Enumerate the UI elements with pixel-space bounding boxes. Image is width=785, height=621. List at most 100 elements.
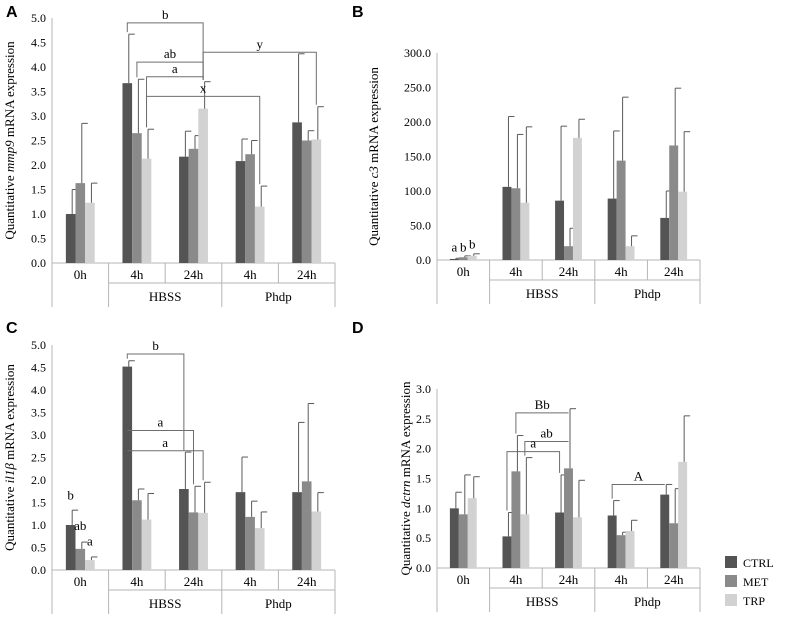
panel-a-ytick-label: 4.5 <box>31 36 46 50</box>
panel-c-significance-label: b <box>152 338 159 353</box>
panel-b-category-label: 24h <box>559 264 579 279</box>
panel-b-group-label: Phdp <box>634 286 661 301</box>
panel-c-category-label: 4h <box>244 574 258 589</box>
panel-b-bar-met <box>669 145 679 260</box>
panel-a-significance-label: y <box>256 36 263 51</box>
panel-b-category-label: 4h <box>615 264 629 279</box>
panel-a-bar-trp <box>311 139 322 263</box>
legend-swatch-trp <box>725 594 737 606</box>
panel-d-ylabel-pre: Quantitative <box>398 508 413 576</box>
panel-c-ylabel: Quantitative il1β mRNA expression <box>2 364 17 551</box>
panel-a-bar-ctrl <box>179 156 189 263</box>
panel-d-significance-bracket <box>524 441 569 456</box>
panel-d-bar-ctrl <box>555 512 565 568</box>
panel-a-ylabel-gene: mmp9 <box>2 140 17 172</box>
panel-b: B 0.0 50.0 100.0 150.0 200.0 250.0 300.0 Quantit… <box>352 4 701 304</box>
panel-a-bar-met <box>132 133 142 263</box>
panel-d-bar-ctrl <box>607 515 617 568</box>
panel-b-bar-ctrl <box>555 200 565 260</box>
panel-b-category-label: 24h <box>664 264 684 279</box>
panel-c-ytick-label: 0.0 <box>31 563 46 577</box>
panel-c-bar-met <box>301 481 312 570</box>
panel-d-category-label: 4h <box>509 572 523 587</box>
panel-a-bar-met <box>188 148 199 263</box>
panel-a-bar-ctrl <box>292 122 302 264</box>
panel-c-ytick-label: 3.5 <box>31 406 46 420</box>
legend-label-trp: TRP <box>743 594 765 608</box>
panel-a-category-label: 4h <box>244 267 258 282</box>
panel-a-significance-bracket <box>146 95 261 185</box>
panel-a-ytick-label: 2.5 <box>31 134 46 148</box>
panel-d-category-label: 24h <box>664 572 684 587</box>
panel-c-category-label: 24h <box>297 574 317 589</box>
panel-a-ytick-label: 0.5 <box>31 232 46 246</box>
panel-b-ytick-label: 150.0 <box>404 150 431 164</box>
panel-d-category-label: 4h <box>615 572 629 587</box>
legend: CTRL MET TRP <box>725 556 774 608</box>
panel-b-bar-ctrl <box>607 198 617 260</box>
panel-a-significance-bracket <box>126 22 204 80</box>
panel-b-ylabel-gene: c3 <box>366 166 381 179</box>
panel-b-ytick-label: 100.0 <box>404 184 431 198</box>
panel-a-category-label: 4h <box>130 267 144 282</box>
panel-b-bar-trp <box>520 202 530 260</box>
panel-d-ytick-label: 0.0 <box>416 561 431 575</box>
panel-c-bar-met <box>245 516 255 570</box>
panel-b-category-label: 4h <box>509 264 523 279</box>
panel-c-ytick-label: 2.5 <box>31 451 46 465</box>
panel-c-bar-letter: a <box>87 533 93 548</box>
panel-c-significance-bracket <box>127 450 204 481</box>
panel-d-bar-ctrl <box>449 508 459 568</box>
panel-d-significance-label: a <box>530 436 536 451</box>
panel-a-bar-ctrl <box>65 214 76 263</box>
panel-d-group-label: Phdp <box>634 594 661 609</box>
panel-a-bar-ctrl <box>235 161 246 263</box>
panel-c-ylabel-pre: Quantitative <box>2 483 17 551</box>
panel-d-ytick-label: 3.0 <box>416 382 431 396</box>
panel-c-bar-met <box>188 512 199 570</box>
panel-b-bar-letter: b <box>460 239 467 254</box>
panel-c-category-label: 24h <box>184 574 204 589</box>
panel-b-bar-ctrl <box>502 186 512 260</box>
panel-a-significance-label: b <box>162 7 169 22</box>
panel-b-bar-trp <box>572 137 582 260</box>
panel-c-bar-trp <box>198 512 208 570</box>
panel-a-significance-label: a <box>172 61 178 76</box>
panel-a-bar-met <box>75 183 86 263</box>
panel-c-ytick-label: 1.5 <box>31 496 46 510</box>
panel-a: A 0.0 0.5 1.0 1.5 2.0 2.5 3.0 3.5 4.0 4.5 5.0 Quanti… <box>2 4 336 307</box>
panel-a-letter: A <box>6 4 18 21</box>
panel-a-ylabel-post: mRNA expression <box>2 41 17 140</box>
panel-a-ytick-label: 3.0 <box>31 109 46 123</box>
panel-a-group-label: Phdp <box>265 289 292 304</box>
panel-d-significance-bracket <box>506 451 561 511</box>
panel-c-bar-ctrl <box>65 525 76 570</box>
panel-d-significance-label: A <box>634 468 644 483</box>
panel-c-group-label: HBSS <box>149 596 182 611</box>
panel-c-ylabel-post: mRNA expression <box>2 364 17 463</box>
panel-b-ylabel-post: mRNA expression <box>366 67 381 166</box>
panel-c-bar-met <box>132 500 142 570</box>
panel-c-bar-ctrl <box>235 492 246 570</box>
panel-d-bar-met <box>616 535 626 568</box>
panel-a-category-label: 24h <box>184 267 204 282</box>
panel-b-bar-letter: b <box>469 237 476 252</box>
panel-c-bar-letter: ab <box>74 518 86 533</box>
panel-a-ytick-label: 1.0 <box>31 207 46 221</box>
panel-a-ylabel: Quantitative mmp9 mRNA expression <box>2 41 17 240</box>
panel-d-bar-ctrl <box>502 536 512 568</box>
panel-a-bar-met <box>301 140 312 263</box>
panel-b-bar-met <box>616 160 626 260</box>
panel-c-bar-ctrl <box>122 366 133 570</box>
panel-b-bar-letter: a <box>451 239 457 254</box>
panel-c-significance-bracket <box>127 430 194 485</box>
panel-b-bar-met <box>511 188 521 260</box>
panel-b-bar-met <box>564 246 573 260</box>
panel-c-group-label: Phdp <box>265 596 292 611</box>
panel-a-significance-bracket <box>202 51 317 105</box>
panel-a-ytick-label: 2.0 <box>31 158 46 172</box>
panel-a-category-label: 24h <box>297 267 317 282</box>
panel-c-significance-label: a <box>162 435 168 450</box>
panel-a-bar-trp <box>198 108 208 264</box>
